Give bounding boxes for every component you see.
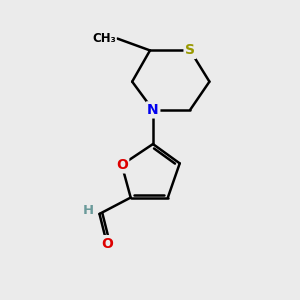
- Text: CH₃: CH₃: [92, 32, 116, 45]
- Text: O: O: [101, 237, 113, 250]
- Text: S: S: [185, 44, 195, 57]
- Text: O: O: [116, 158, 128, 172]
- Text: H: H: [83, 204, 94, 218]
- Text: N: N: [147, 103, 159, 117]
